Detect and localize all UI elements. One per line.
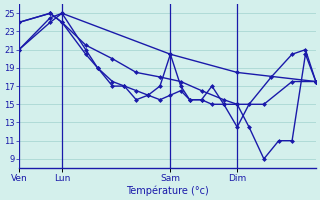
- X-axis label: Température (°c): Température (°c): [126, 185, 209, 196]
